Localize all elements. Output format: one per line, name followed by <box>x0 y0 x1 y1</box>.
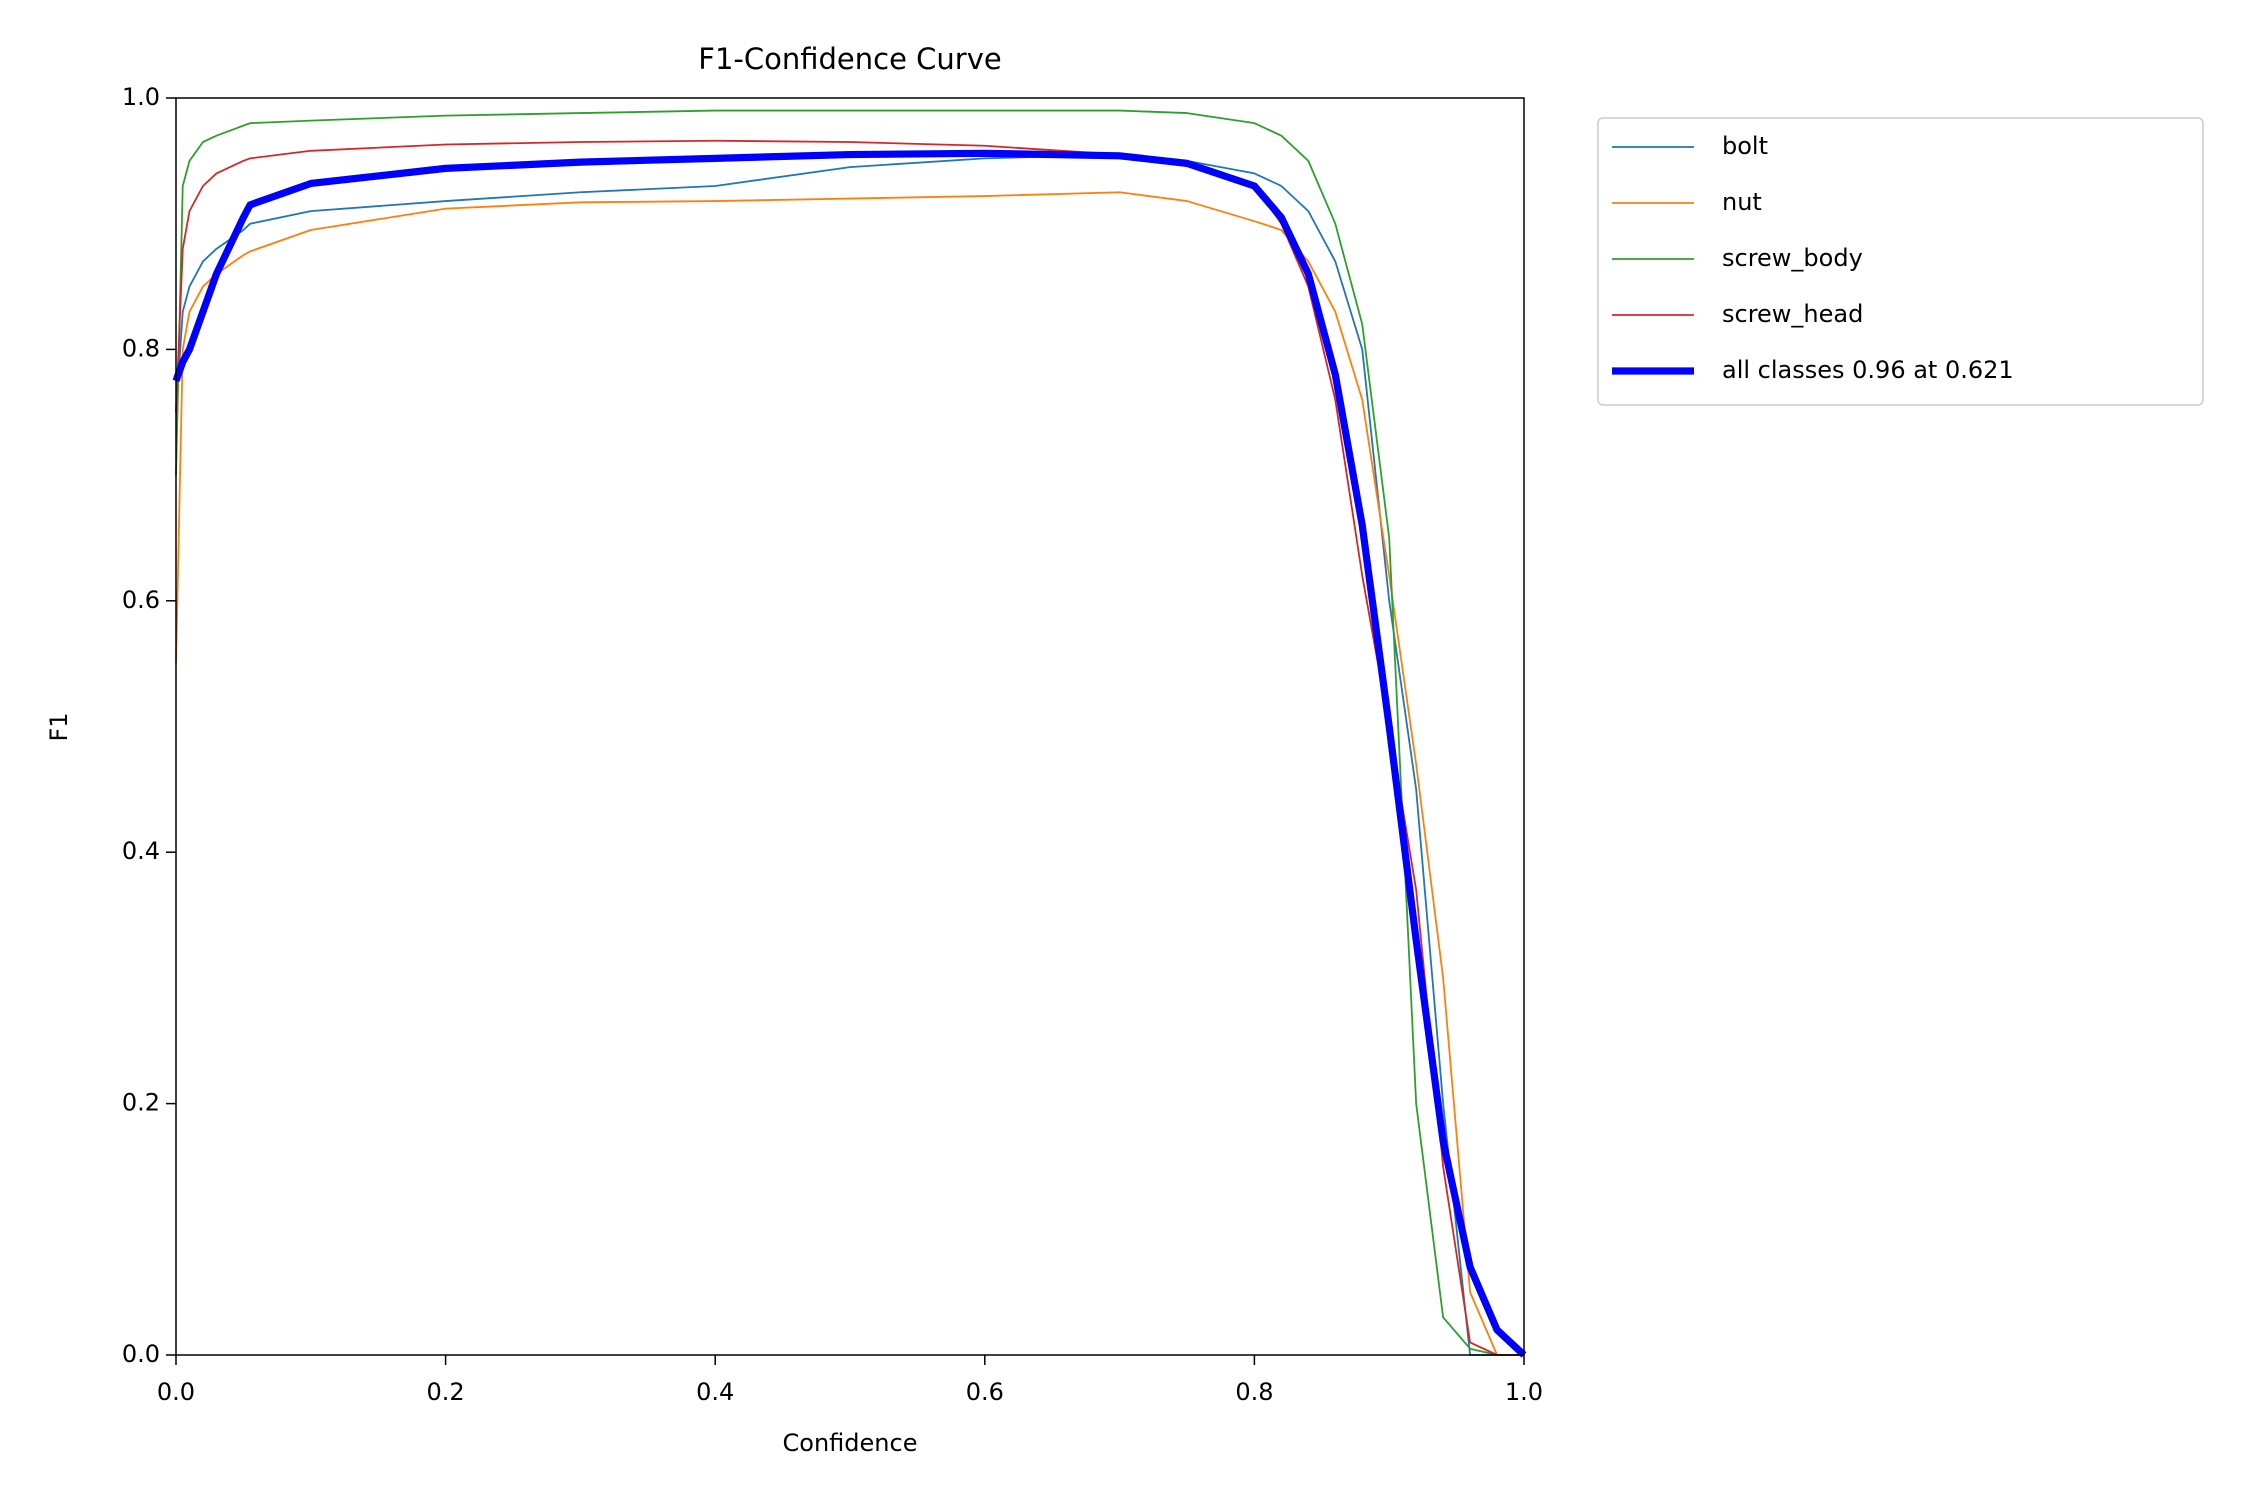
x-tick-label: 0.4 <box>696 1378 734 1406</box>
chart-title: F1-Confidence Curve <box>698 42 1001 76</box>
y-tick-label: 0.2 <box>122 1089 160 1117</box>
x-tick-label: 0.2 <box>427 1378 465 1406</box>
y-tick-label: 1.0 <box>122 83 160 111</box>
series-line <box>175 139 1524 1356</box>
x-tick-label: 1.0 <box>1505 1378 1543 1406</box>
legend-label: all classes 0.96 at 0.621 <box>1722 356 2014 384</box>
y-tick-label: 0.0 <box>122 1340 160 1368</box>
legend-label: screw_head <box>1722 300 1863 328</box>
legend-label: bolt <box>1722 132 1768 160</box>
x-tick-label: 0.0 <box>157 1378 195 1406</box>
y-tick-label: 0.6 <box>122 586 160 614</box>
series-line <box>175 191 1524 1356</box>
y-axis-label: F1 <box>45 712 73 741</box>
x-axis-label: Confidence <box>783 1429 918 1457</box>
plot-frame <box>175 97 1525 1356</box>
y-tick-label: 0.8 <box>122 334 160 362</box>
legend-label: nut <box>1722 188 1762 216</box>
series-line <box>172 149 1527 1358</box>
legend-label: screw_body <box>1722 244 1863 272</box>
y-tick-label: 0.4 <box>122 837 160 865</box>
legend-box <box>1597 117 2204 406</box>
x-tick-label: 0.8 <box>1235 1378 1273 1406</box>
x-tick-label: 0.6 <box>966 1378 1004 1406</box>
series-line <box>175 109 1524 1356</box>
